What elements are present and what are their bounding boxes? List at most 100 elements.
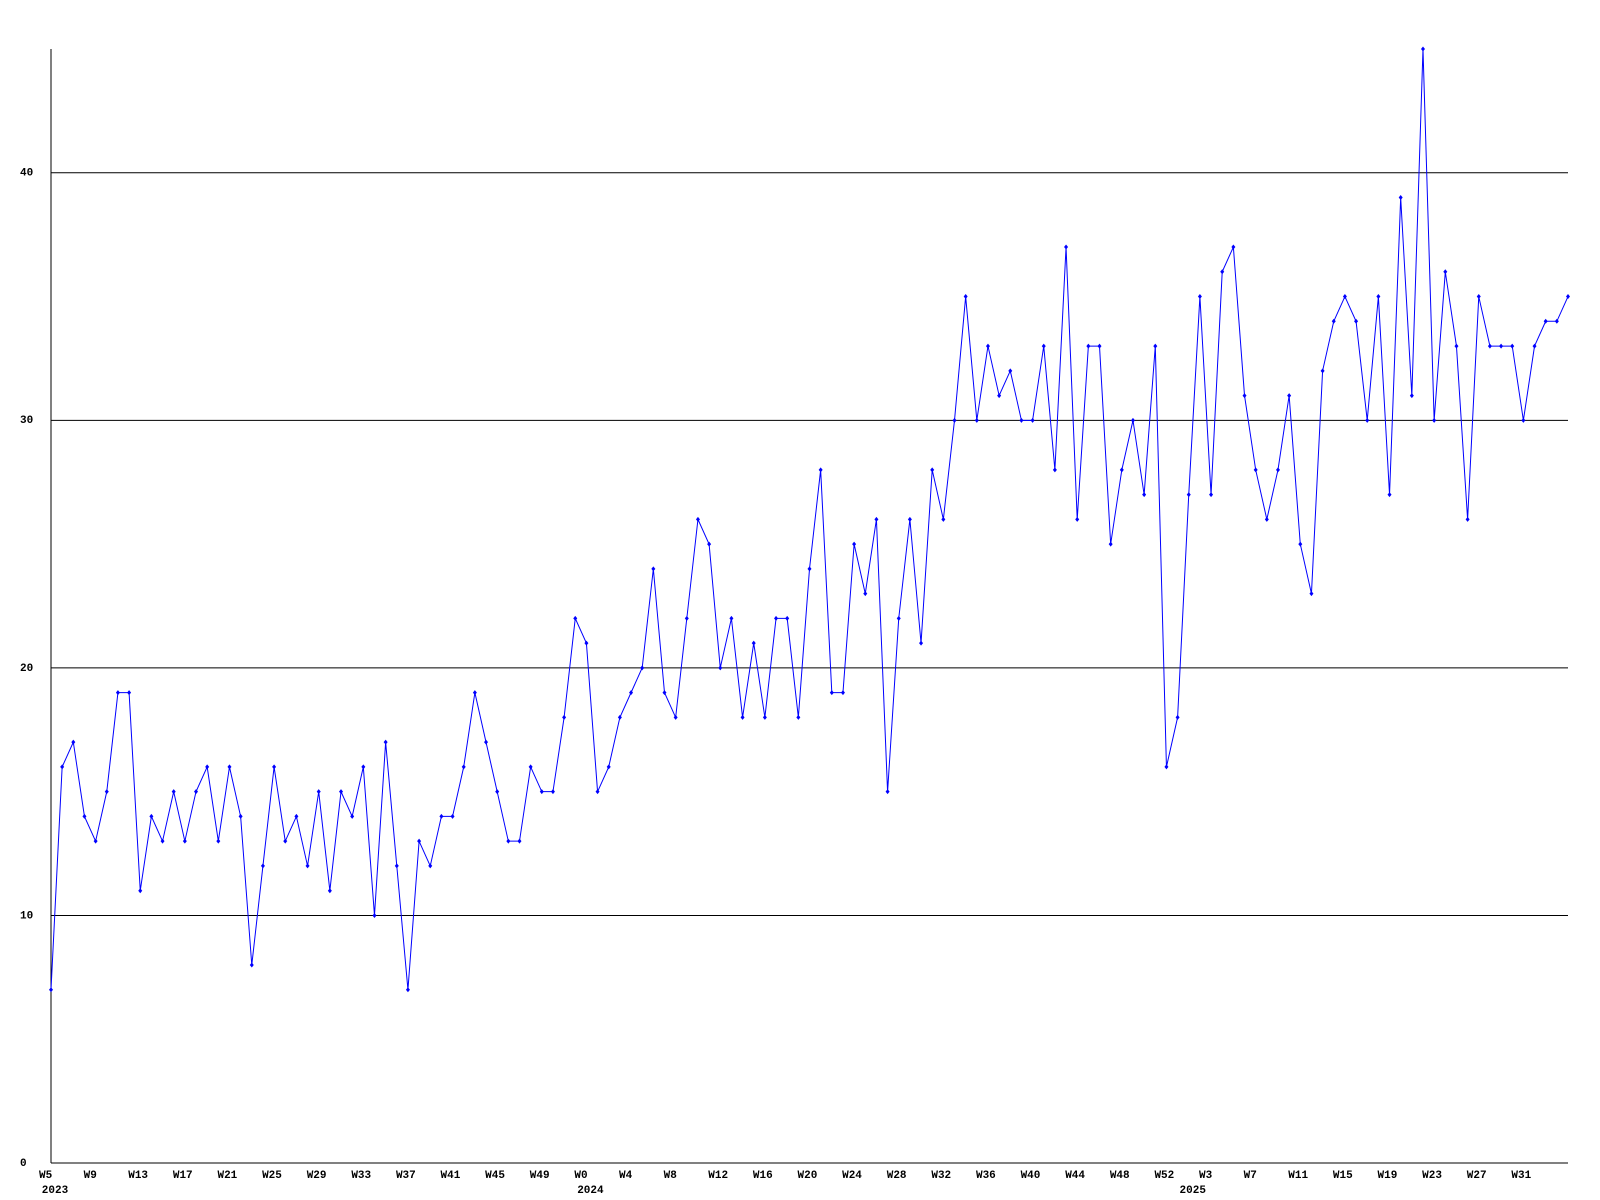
data-point bbox=[1376, 294, 1381, 300]
data-point bbox=[997, 393, 1002, 399]
data-point bbox=[1476, 294, 1481, 300]
x-tick-label: W8 bbox=[664, 1170, 678, 1182]
x-tick-label: W31 bbox=[1511, 1170, 1531, 1182]
x-tick-label: W15 bbox=[1333, 1170, 1353, 1182]
x-tick-label: W23 bbox=[1422, 1170, 1442, 1182]
data-point bbox=[874, 516, 879, 522]
data-point bbox=[852, 541, 857, 547]
data-point bbox=[182, 838, 187, 844]
data-point bbox=[1041, 343, 1046, 349]
data-point bbox=[1275, 467, 1280, 473]
data-point bbox=[1175, 714, 1180, 720]
data-point bbox=[662, 690, 667, 696]
data-point bbox=[718, 665, 723, 671]
data-point bbox=[71, 739, 76, 745]
data-point bbox=[194, 789, 199, 795]
data-point bbox=[606, 764, 611, 770]
data-point bbox=[629, 690, 634, 696]
data-point bbox=[1008, 368, 1013, 374]
data-point bbox=[885, 789, 890, 795]
data-point bbox=[974, 417, 979, 423]
data-point bbox=[1220, 269, 1225, 275]
x-tick-label: W36 bbox=[976, 1170, 996, 1182]
x-tick-label: W11 bbox=[1288, 1170, 1308, 1182]
x-tick-label: W27 bbox=[1467, 1170, 1487, 1182]
data-point bbox=[1499, 343, 1504, 349]
x-tick-label: W29 bbox=[307, 1170, 327, 1182]
data-point bbox=[1019, 417, 1024, 423]
data-point bbox=[1108, 541, 1113, 547]
data-point bbox=[49, 987, 53, 993]
x-tick-label: W32 bbox=[931, 1170, 951, 1182]
x-tick-label: W52 bbox=[1154, 1170, 1174, 1182]
data-point bbox=[762, 714, 767, 720]
x-tick-label: W48 bbox=[1110, 1170, 1130, 1182]
data-point bbox=[1554, 318, 1559, 324]
data-point bbox=[550, 789, 555, 795]
data-point bbox=[138, 888, 143, 894]
x-tick-label: W20 bbox=[798, 1170, 818, 1182]
data-point bbox=[1153, 343, 1158, 349]
data-point bbox=[1097, 343, 1102, 349]
data-point bbox=[985, 343, 990, 349]
data-point bbox=[1510, 343, 1515, 349]
data-point bbox=[1465, 516, 1470, 522]
data-point bbox=[751, 640, 756, 646]
data-point bbox=[695, 516, 700, 522]
data-point bbox=[60, 764, 65, 770]
data-point bbox=[82, 813, 87, 819]
data-point bbox=[1052, 467, 1057, 473]
data-point bbox=[394, 863, 399, 869]
x-tick-label: W41 bbox=[441, 1170, 461, 1182]
data-point bbox=[807, 566, 812, 572]
data-point bbox=[1443, 269, 1448, 275]
data-line bbox=[50, 48, 1569, 990]
data-point bbox=[461, 764, 466, 770]
data-point bbox=[740, 714, 745, 720]
data-point bbox=[1231, 244, 1236, 250]
data-point bbox=[707, 541, 712, 547]
data-point bbox=[1253, 467, 1258, 473]
x-tick-label: W45 bbox=[485, 1170, 505, 1182]
data-point bbox=[796, 714, 801, 720]
year-label: 2023 bbox=[42, 1185, 69, 1197]
data-point bbox=[484, 739, 489, 745]
data-point bbox=[840, 690, 845, 696]
data-point bbox=[439, 813, 444, 819]
data-point bbox=[1365, 417, 1370, 423]
data-point bbox=[1064, 244, 1069, 250]
data-point bbox=[863, 591, 868, 597]
data-point bbox=[160, 838, 165, 844]
data-point bbox=[350, 813, 355, 819]
data-point bbox=[93, 838, 98, 844]
x-tick-label: W9 bbox=[84, 1170, 97, 1182]
data-point bbox=[372, 912, 377, 918]
data-point bbox=[272, 764, 277, 770]
data-point bbox=[584, 640, 589, 646]
data-point bbox=[640, 665, 645, 671]
x-tick-label: W13 bbox=[128, 1170, 148, 1182]
x-tick-label: W7 bbox=[1244, 1170, 1257, 1182]
data-point bbox=[316, 789, 321, 795]
data-point bbox=[684, 615, 689, 621]
data-point bbox=[104, 789, 109, 795]
y-tick-label: 40 bbox=[20, 168, 33, 180]
data-point bbox=[283, 838, 288, 844]
data-point bbox=[528, 764, 533, 770]
y-tick-label: 0 bbox=[20, 1158, 27, 1170]
data-point bbox=[1331, 318, 1336, 324]
x-tick-label: W44 bbox=[1065, 1170, 1085, 1182]
x-tick-label: W4 bbox=[619, 1170, 633, 1182]
data-point bbox=[450, 813, 455, 819]
data-point bbox=[907, 516, 912, 522]
data-point bbox=[260, 863, 265, 869]
data-point bbox=[1075, 516, 1080, 522]
data-point bbox=[238, 813, 243, 819]
x-tick-label: W0 bbox=[574, 1170, 587, 1182]
x-tick-label: W19 bbox=[1378, 1170, 1398, 1182]
data-point bbox=[405, 987, 410, 993]
data-point bbox=[1197, 294, 1202, 300]
y-tick-label: 20 bbox=[20, 663, 33, 675]
data-point bbox=[1142, 492, 1147, 498]
data-point bbox=[1387, 492, 1392, 498]
